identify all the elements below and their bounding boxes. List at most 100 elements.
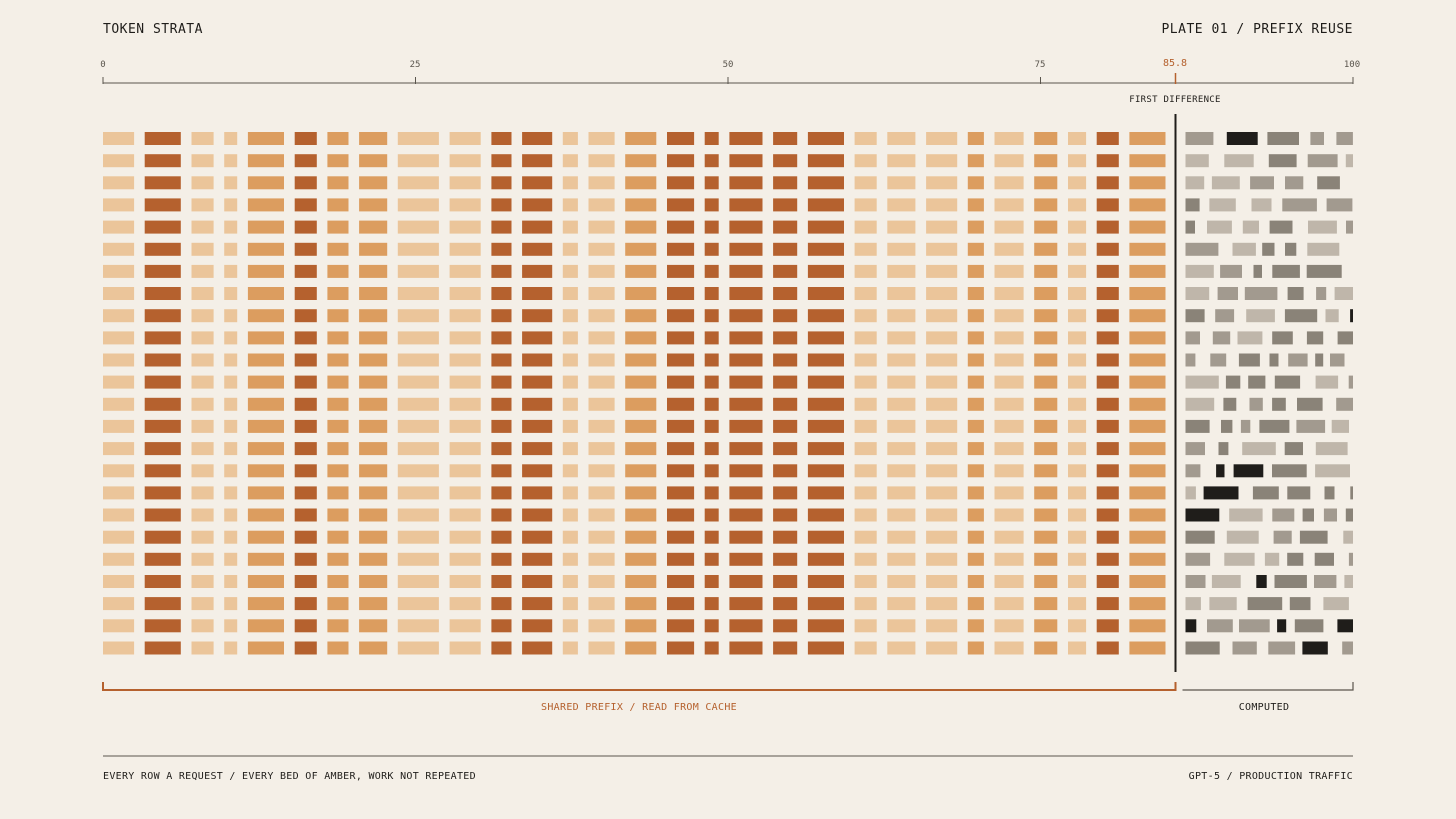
prefix-token bbox=[397, 641, 439, 655]
prefix-token bbox=[588, 132, 615, 145]
prefix-token bbox=[887, 287, 916, 300]
computed-token bbox=[1220, 264, 1242, 278]
prefix-token bbox=[247, 552, 284, 566]
prefix-token bbox=[1068, 287, 1087, 300]
prefix-token bbox=[294, 552, 317, 566]
prefix-token bbox=[625, 508, 657, 522]
prefix-token bbox=[224, 331, 238, 345]
prefix-token bbox=[359, 154, 388, 168]
prefix-token bbox=[704, 575, 719, 588]
prefix-token bbox=[103, 464, 135, 478]
prefix-token bbox=[887, 508, 916, 522]
prefix-token bbox=[1096, 132, 1119, 145]
prefix-token bbox=[522, 486, 553, 500]
prefix-token bbox=[294, 486, 317, 500]
prefix-token bbox=[327, 597, 349, 611]
computed-token bbox=[1315, 464, 1350, 478]
computed-token bbox=[1225, 375, 1241, 389]
prefix-token bbox=[247, 508, 284, 522]
computed-token bbox=[1185, 508, 1220, 522]
computed-token bbox=[1269, 220, 1293, 234]
prefix-token bbox=[397, 530, 439, 544]
prefix-token bbox=[522, 597, 553, 611]
prefix-token bbox=[926, 353, 958, 367]
computed-token bbox=[1287, 486, 1311, 500]
prefix-token bbox=[247, 353, 284, 367]
prefix-token bbox=[967, 198, 984, 212]
prefix-token bbox=[926, 220, 958, 234]
prefix-token bbox=[854, 552, 877, 566]
prefix-token bbox=[1034, 331, 1058, 345]
prefix-token bbox=[994, 597, 1024, 611]
prefix-token bbox=[522, 397, 553, 411]
prefix-token bbox=[491, 176, 512, 190]
prefix-token bbox=[449, 508, 481, 522]
prefix-token bbox=[729, 530, 763, 544]
prefix-token bbox=[729, 154, 763, 168]
prefix-token bbox=[1034, 287, 1058, 300]
prefix-token bbox=[773, 242, 798, 256]
computed-token bbox=[1289, 597, 1311, 611]
prefix-token bbox=[926, 176, 958, 190]
prefix-token bbox=[522, 242, 553, 256]
prefix-token bbox=[994, 575, 1024, 588]
prefix-token bbox=[704, 419, 719, 433]
prefix-token bbox=[967, 575, 984, 588]
prefix-token bbox=[247, 464, 284, 478]
prefix-token bbox=[807, 198, 844, 212]
prefix-token bbox=[1068, 397, 1087, 411]
prefix-token bbox=[191, 375, 214, 389]
prefix-token bbox=[994, 198, 1024, 212]
prefix-token bbox=[191, 331, 214, 345]
prefix-token bbox=[562, 575, 578, 588]
prefix-token bbox=[562, 508, 578, 522]
computed-token bbox=[1345, 154, 1353, 168]
prefix-token bbox=[667, 530, 695, 544]
prefix-token bbox=[224, 464, 238, 478]
prefix-token bbox=[103, 176, 135, 190]
prefix-token bbox=[773, 530, 798, 544]
prefix-token bbox=[729, 242, 763, 256]
prefix-token bbox=[191, 508, 214, 522]
computed-token bbox=[1302, 641, 1328, 655]
plate-title: TOKEN STRATA bbox=[103, 22, 203, 37]
computed-token bbox=[1272, 331, 1293, 345]
prefix-token bbox=[522, 552, 553, 566]
prefix-token bbox=[1129, 486, 1166, 500]
prefix-token bbox=[294, 442, 317, 456]
prefix-token bbox=[103, 442, 135, 456]
prefix-token bbox=[491, 309, 512, 323]
prefix-token bbox=[1034, 375, 1058, 389]
prefix-token bbox=[994, 154, 1024, 168]
prefix-token bbox=[562, 397, 578, 411]
prefix-token bbox=[397, 198, 439, 212]
prefix-token bbox=[807, 264, 844, 278]
prefix-token bbox=[144, 442, 181, 456]
prefix-token bbox=[625, 132, 657, 145]
prefix-token bbox=[967, 154, 984, 168]
prefix-token bbox=[359, 264, 388, 278]
prefix-token bbox=[491, 375, 512, 389]
prefix-token bbox=[1034, 575, 1058, 588]
prefix-token bbox=[807, 619, 844, 633]
prefix-token bbox=[359, 309, 388, 323]
prefix-token bbox=[854, 331, 877, 345]
prefix-token bbox=[625, 397, 657, 411]
prefix-token bbox=[449, 575, 481, 588]
prefix-token bbox=[994, 442, 1024, 456]
prefix-token bbox=[1129, 597, 1166, 611]
prefix-token bbox=[247, 419, 284, 433]
prefix-token bbox=[854, 464, 877, 478]
prefix-token bbox=[1129, 419, 1166, 433]
prefix-token bbox=[729, 397, 763, 411]
prefix-token bbox=[191, 176, 214, 190]
prefix-token bbox=[522, 287, 553, 300]
prefix-token bbox=[144, 309, 181, 323]
prefix-token bbox=[854, 508, 877, 522]
computed-token bbox=[1185, 552, 1211, 566]
prefix-token bbox=[967, 176, 984, 190]
computed-token bbox=[1306, 331, 1324, 345]
prefix-token bbox=[449, 353, 481, 367]
prefix-token bbox=[704, 641, 719, 655]
computed-token bbox=[1272, 264, 1300, 278]
